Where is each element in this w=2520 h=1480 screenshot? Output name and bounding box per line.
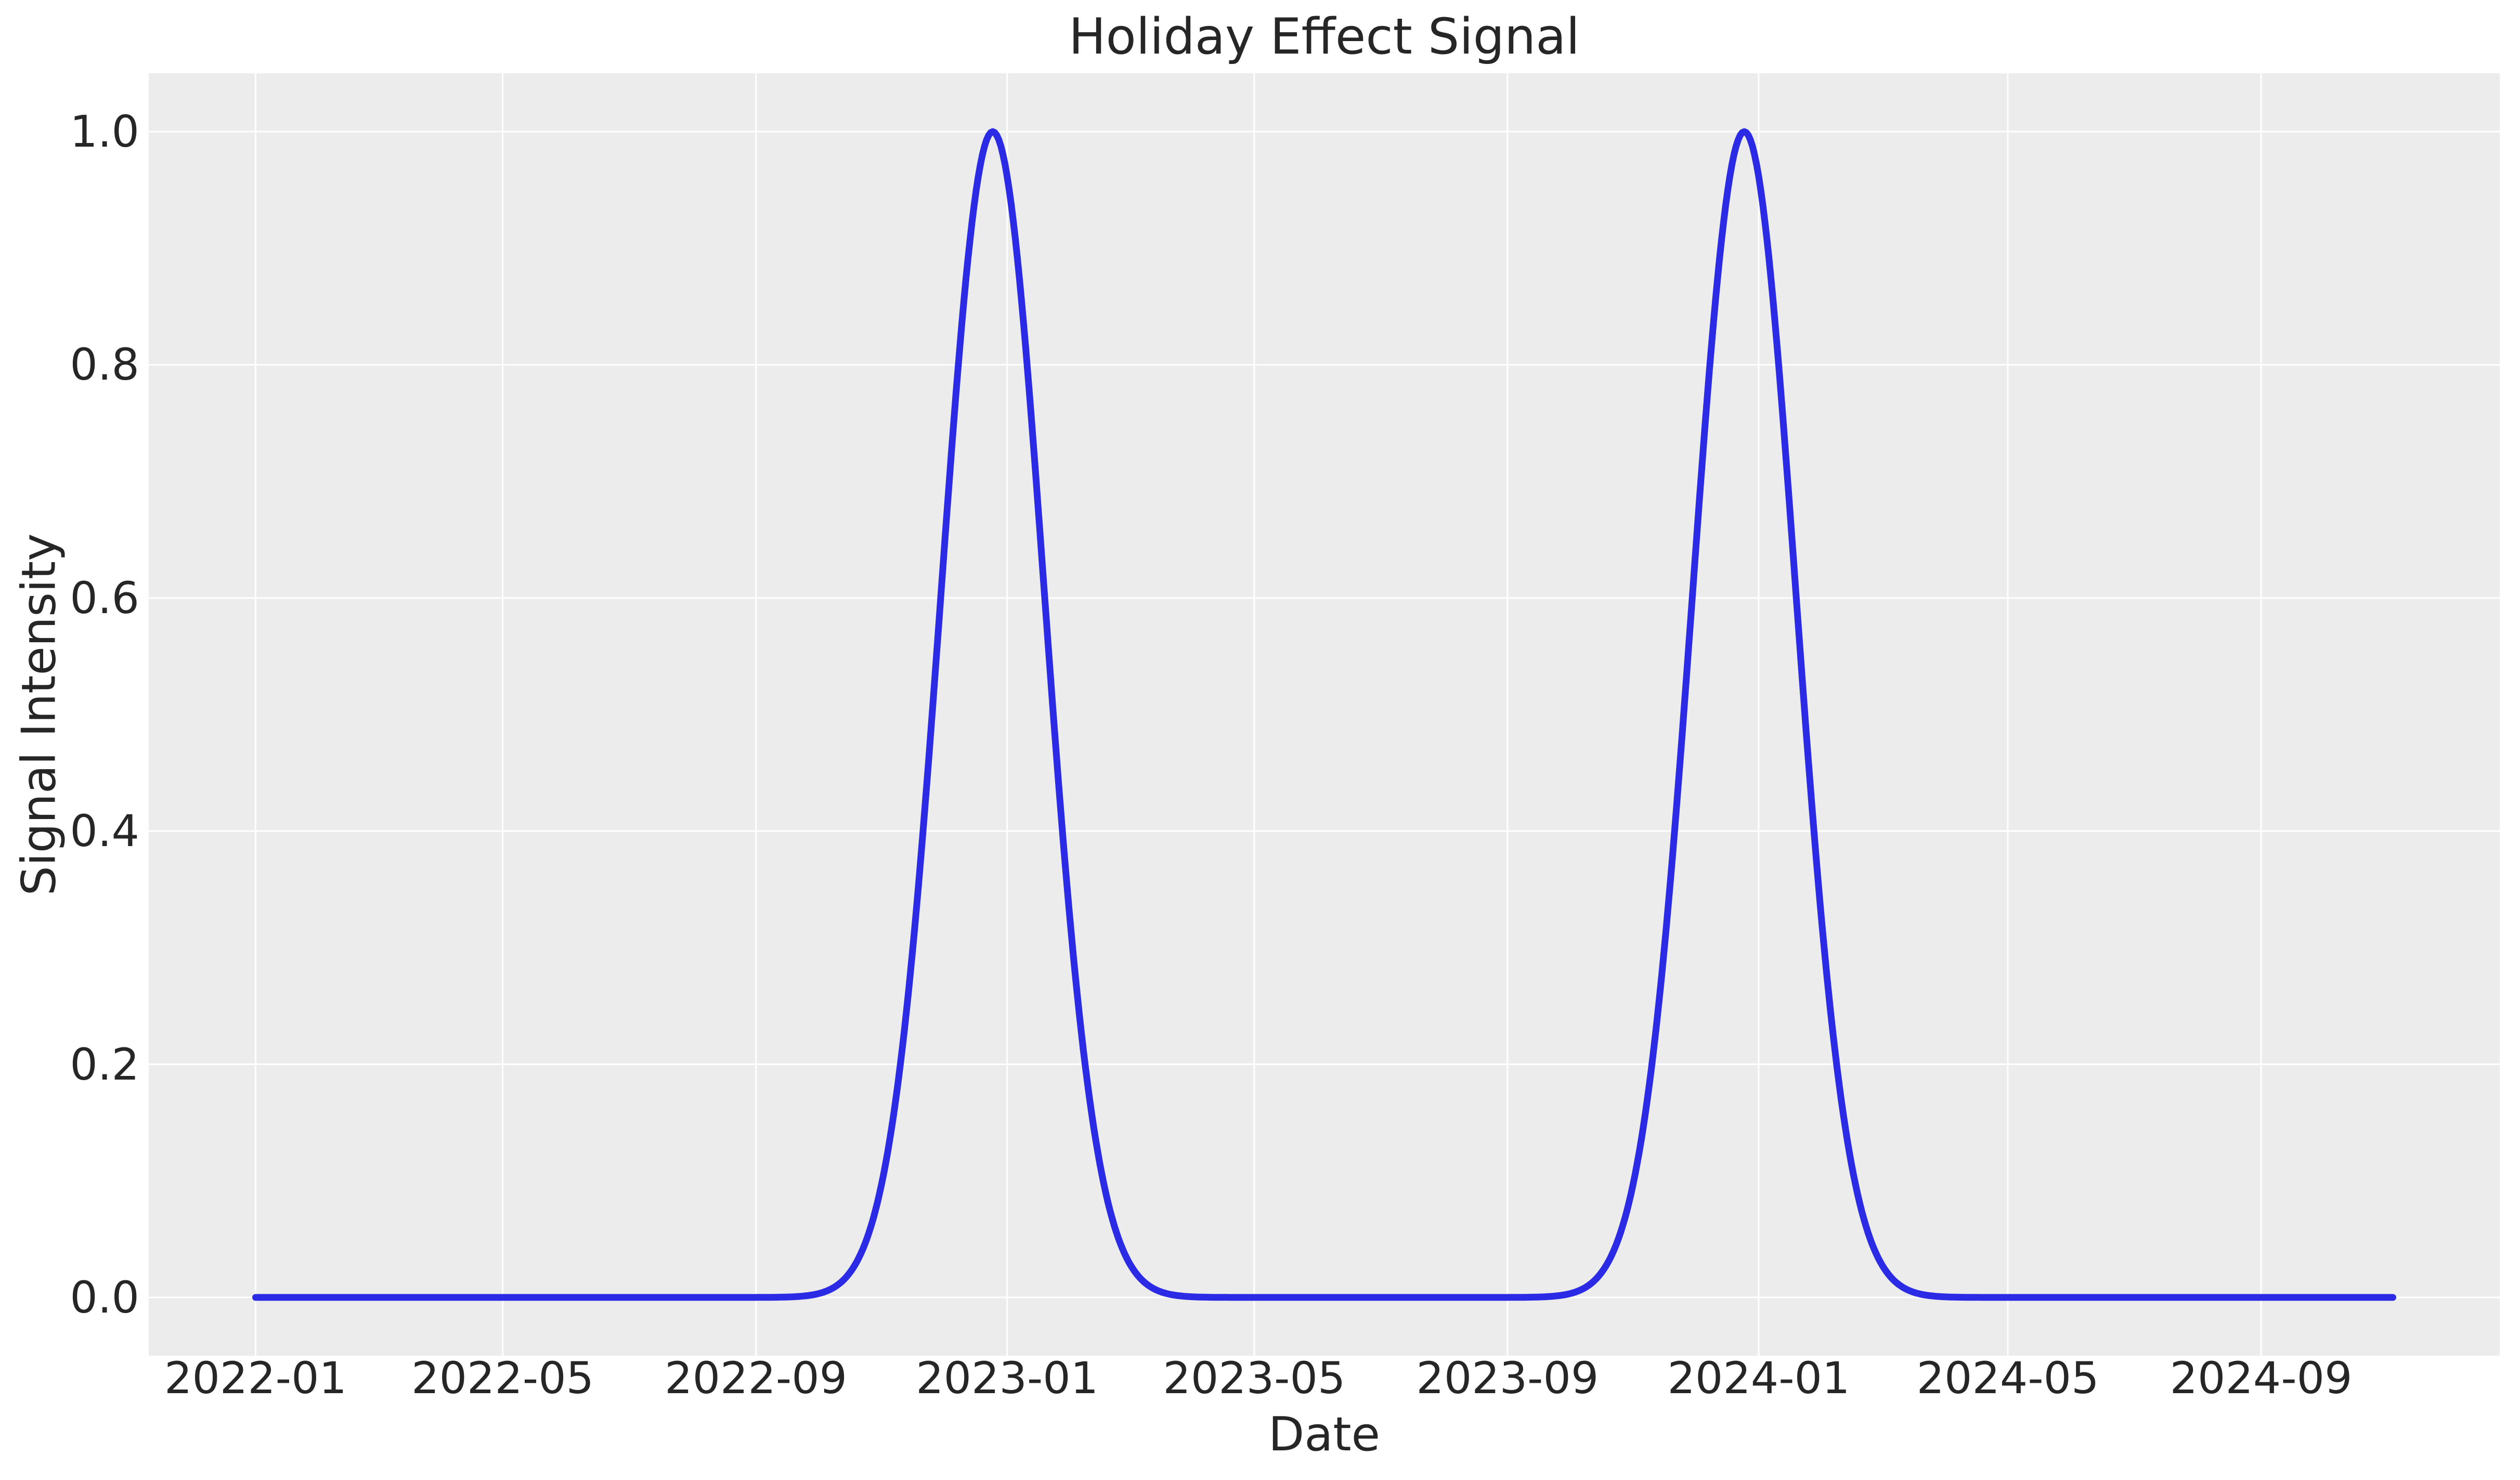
x-tick-label: 2024-01 xyxy=(1667,1353,1850,1404)
holiday-signal-line xyxy=(252,128,2396,1301)
y-tick-label: 0.2 xyxy=(70,1038,139,1090)
x-tick-label: 2023-05 xyxy=(1163,1353,1346,1404)
y-tick-label: 0.0 xyxy=(70,1271,139,1323)
x-tick-label: 2022-05 xyxy=(411,1353,594,1404)
y-tick-label: 1.0 xyxy=(70,106,139,158)
gridlines xyxy=(149,73,2500,1356)
x-tick-label: 2023-09 xyxy=(1416,1353,1599,1404)
x-tick-label: 2022-01 xyxy=(164,1353,347,1404)
y-tick-label: 0.6 xyxy=(70,572,139,624)
x-tick-label: 2024-09 xyxy=(2170,1353,2353,1404)
x-axis-label: Date xyxy=(1268,1407,1381,1462)
y-tick-label: 0.8 xyxy=(70,339,139,391)
plot-canvas xyxy=(149,73,2500,1356)
x-tick-label: 2022-09 xyxy=(665,1353,848,1404)
x-tick-label: 2024-05 xyxy=(1916,1353,2099,1404)
y-tick-label: 0.4 xyxy=(70,806,139,857)
plot-area xyxy=(149,73,2500,1356)
x-tick-label: 2023-01 xyxy=(916,1353,1099,1404)
y-axis-label: Signal Intensity xyxy=(11,533,67,896)
chart-title: Holiday Effect Signal xyxy=(1069,8,1580,66)
